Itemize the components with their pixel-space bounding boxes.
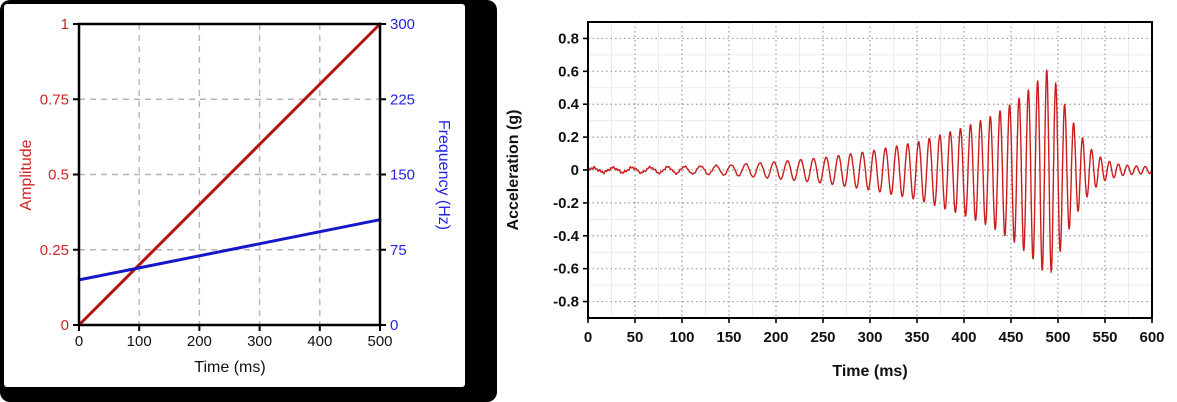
accel-x-tick-label: 350 (904, 329, 929, 346)
amplitude-axis-title: Amplitude (18, 139, 35, 211)
accel-y-tick-label: -0.2 (553, 195, 579, 212)
frequency-tick-label: 150 (390, 167, 415, 184)
accel-y-tick-label: 0.6 (558, 63, 579, 80)
accel-y-tick-label: 0.4 (558, 96, 580, 113)
left-x-tick-label: 300 (247, 333, 272, 350)
accel-y-tick-label: -0.6 (553, 261, 579, 278)
accel-x-tick-label: 200 (763, 329, 788, 346)
accel-x-tick-label: 100 (669, 329, 694, 346)
accel-x-tick-label: 250 (810, 329, 835, 346)
left-x-tick-label: 400 (307, 333, 332, 350)
accel-x-tick-label: 600 (1139, 329, 1164, 346)
acceleration-chart: 0 50 100 150 200 250 300 350 400 450 500 550 600 0.8 0… (553, 21, 1165, 346)
left-x-tick-label: 500 (367, 333, 392, 350)
accel-y-tick-label: 0.8 (558, 30, 579, 47)
frequency-tick-label: 75 (390, 242, 407, 259)
accel-x-tick-label: 300 (857, 329, 882, 346)
amplitude-tick-label: 0.75 (40, 91, 69, 108)
accel-x-tick-label: 50 (627, 329, 644, 346)
acceleration-axis-title: Acceleration (g) (505, 109, 522, 231)
dual-axis-chart-panel: 0 100 200 300 400 500 0 0.25 0.5 0.75 1 0 75 150 225 30… (0, 0, 497, 402)
accel-y-tick-label: 0.2 (558, 129, 579, 146)
accel-y-tick-label: -0.8 (553, 294, 579, 311)
frequency-tick-label: 0 (390, 317, 398, 334)
left-x-tick-label: 0 (75, 333, 83, 350)
series-line-amplitude (77, 22, 382, 327)
amplitude-tick-label: 0 (61, 317, 69, 334)
accel-y-tick-label: 0 (571, 162, 579, 179)
dual-axis-chart: 0 100 200 300 400 50000.250.50.75107515022530… (40, 16, 415, 350)
accel-x-tick-label: 150 (716, 329, 741, 346)
accel-x-tick-label: 450 (998, 329, 1023, 346)
accel-x-tick-label: 400 (951, 329, 976, 346)
frequency-tick-label: 300 (390, 16, 415, 33)
right-chart-x-axis-title: Time (ms) (832, 363, 908, 380)
amplitude-tick-label: 0.5 (48, 167, 69, 184)
accel-x-tick-label: 500 (1045, 329, 1070, 346)
frequency-axis-title: Frequency (Hz) (435, 119, 452, 231)
series-line-frequency-hz (77, 218, 382, 282)
accel-y-tick-label: -0.4 (553, 228, 580, 245)
left-x-tick-label: 200 (187, 333, 212, 350)
amplitude-tick-label: 1 (61, 16, 69, 33)
frequency-tick-label: 225 (390, 91, 415, 108)
acceleration-chart-panel: 0 50 100 150 200 250 300 350 400 450 500 550 600 0.8 0… (497, 0, 1177, 402)
acceleration-waveform (587, 69, 1153, 273)
accel-x-tick-label: 550 (1092, 329, 1117, 346)
amplitude-tick-label: 0.25 (40, 242, 69, 259)
accel-x-tick-label: 0 (584, 329, 592, 346)
left-chart-x-axis-title: Time (ms) (194, 359, 266, 376)
left-x-tick-label: 100 (127, 333, 152, 350)
